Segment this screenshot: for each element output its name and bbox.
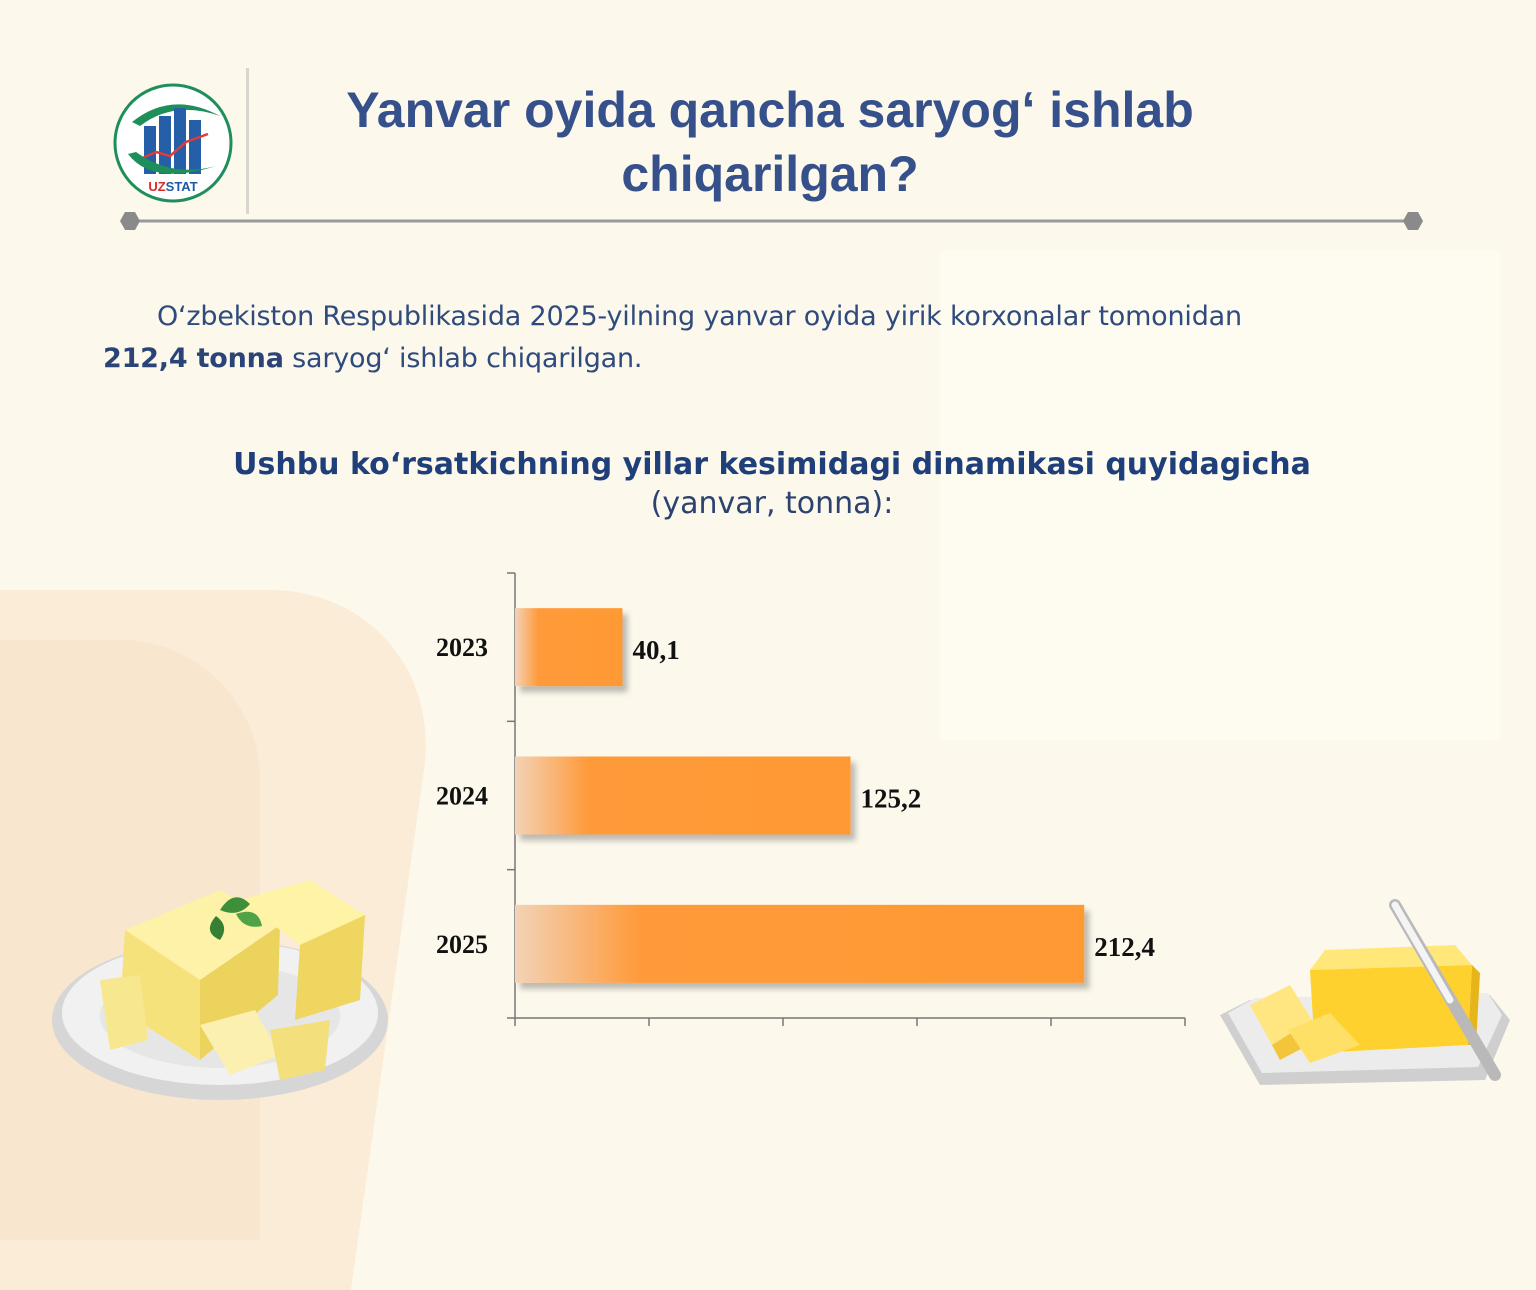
bar-2025 xyxy=(515,904,1085,983)
uzstat-logo: UZSTAT xyxy=(113,83,233,203)
chart-labels: 2023 40,1 2024 125,2 2025 212,4 xyxy=(436,633,1155,962)
bar-2024 xyxy=(515,756,851,835)
category-label-2024: 2024 xyxy=(436,782,488,811)
chart-subtitle: (yanvar, tonna): xyxy=(650,486,894,521)
category-label-2025: 2025 xyxy=(436,930,488,959)
value-label-2024: 125,2 xyxy=(861,784,922,814)
logo-text: UZSTAT xyxy=(148,179,197,194)
intro-text-after: saryog‘ ishlab chiqarilgan. xyxy=(283,343,643,374)
bar-chart: 2023 40,1 2024 125,2 2025 212,4 xyxy=(436,572,1186,1026)
category-label-2023: 2023 xyxy=(436,633,488,662)
intro-text-before: O‘zbekiston Respublikasida 2025-yilning … xyxy=(157,301,1242,332)
value-label-2023: 40,1 xyxy=(632,635,679,665)
intro-paragraph: O‘zbekiston Respublikasida 2025-yilning … xyxy=(103,296,1433,380)
intro-highlight: 212,4 tonna xyxy=(103,343,284,374)
value-label-2025: 212,4 xyxy=(1094,932,1155,962)
logo-divider xyxy=(246,68,249,214)
chart-bars xyxy=(515,608,1085,983)
chart-title: Ushbu ko‘rsatkichning yillar kesimidagi … xyxy=(233,447,1311,482)
page-title: Yanvar oyida qancha saryog‘ ishlab chiqa… xyxy=(346,82,1194,202)
bar-2023 xyxy=(515,608,623,687)
butter-dish-image xyxy=(1220,899,1510,1085)
title-divider xyxy=(120,212,1423,230)
background-panel xyxy=(940,250,1500,740)
butter-plate-image xyxy=(52,880,388,1100)
